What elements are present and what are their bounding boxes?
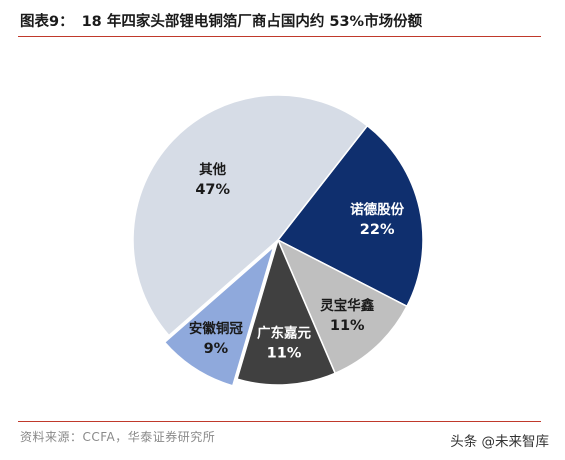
slice-value-label: 9%	[204, 341, 229, 357]
slice-value-label: 22%	[360, 222, 395, 238]
chart-title: 图表9： 18 年四家头部锂电铜箔厂商占国内约 53%市场份额	[20, 10, 422, 34]
source-note: 资料来源：CCFA，华泰证券研究所	[20, 430, 216, 444]
slice-name-label: 广东嘉元	[257, 324, 311, 341]
pie-slice	[163, 244, 276, 387]
figure-label: 图表9：	[20, 14, 74, 30]
slice-name-label: 诺德股份	[350, 201, 404, 218]
slice-name-label: 安徽铜冠	[189, 320, 243, 337]
slice-value-label: 11%	[267, 345, 302, 361]
pie-slice	[276, 238, 408, 375]
figure-title: 18 年四家头部锂电铜箔厂商占国内约 53%市场份额	[81, 14, 423, 30]
slice-name-label: 灵宝华鑫	[320, 297, 374, 314]
slice-name-label: 其他	[199, 161, 226, 178]
pie-slice	[276, 124, 424, 308]
slice-value-label: 11%	[330, 318, 365, 334]
watermark: 头条 @未来智库	[450, 434, 549, 450]
source-divider	[18, 421, 541, 422]
pie-slice	[236, 237, 337, 386]
slice-value-label: 47%	[195, 182, 230, 198]
title-divider	[18, 36, 541, 37]
pie-slice	[132, 94, 369, 337]
